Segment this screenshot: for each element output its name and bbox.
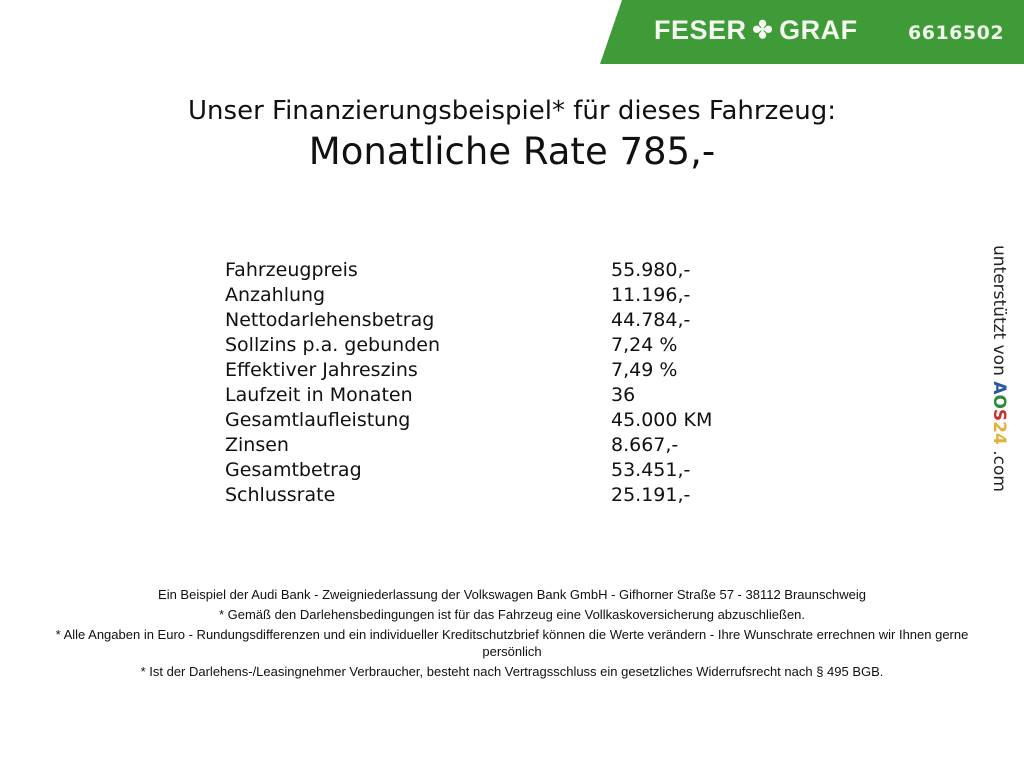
table-row: Laufzeit in Monaten 36: [225, 383, 712, 408]
brand-right: GRAF: [779, 15, 858, 45]
table-row: Nettodarlehensbetrag 44.784,-: [225, 308, 712, 333]
supported-by-label: unterstützt von: [989, 245, 1009, 376]
footer-disclaimer: Ein Beispiel der Audi Bank - Zweignieder…: [40, 586, 984, 683]
row-label: Laufzeit in Monaten: [225, 384, 413, 406]
financing-table: Fahrzeugpreis 55.980,- Anzahlung 11.196,- Ne…: [225, 258, 712, 508]
table-row: Sollzins p.a. gebunden 7,24 %: [225, 333, 712, 358]
feser-graf-logo: FESER ✤ GRAF: [654, 15, 858, 46]
footer-line: * Alle Angaben in Euro - Rundungsdiffere…: [55, 627, 969, 659]
row-value: 55.980,-: [611, 259, 691, 281]
row-value: 8.667,-: [611, 434, 679, 456]
table-row: Fahrzeugpreis 55.980,-: [225, 258, 712, 283]
vehicle-code: 6616502: [908, 22, 1005, 44]
row-label: Gesamtbetrag: [225, 459, 362, 481]
row-value: 36: [611, 384, 636, 406]
footer-line: * Gemäß den Darlehensbedingungen ist für…: [218, 607, 806, 622]
domain-suffix: .com: [989, 450, 1009, 492]
row-value: 45.000 KM: [611, 409, 713, 431]
row-label: Schlussrate: [225, 484, 336, 506]
row-value: 53.451,-: [611, 459, 691, 481]
table-row: Schlussrate 25.191,-: [225, 483, 712, 508]
row-label: Sollzins p.a. gebunden: [225, 334, 440, 356]
row-value: 11.196,-: [611, 284, 691, 306]
row-value: 25.191,-: [611, 484, 691, 506]
row-value: 7,24 %: [611, 334, 678, 356]
row-value: 7,49 %: [611, 359, 678, 381]
table-row: Anzahlung 11.196,-: [225, 283, 712, 308]
row-label: Fahrzeugpreis: [225, 259, 358, 281]
intro-heading: Unser Finanzierungsbeispiel* für dieses …: [188, 96, 836, 126]
table-row: Zinsen 8.667,-: [225, 433, 712, 458]
table-row: Gesamtbetrag 53.451,-: [225, 458, 712, 483]
footer-line: Ein Beispiel der Audi Bank - Zweignieder…: [158, 587, 866, 602]
table-row: Effektiver Jahreszins 7,49 %: [225, 358, 712, 383]
brand-left: FESER: [654, 15, 747, 45]
monthly-rate-heading: Monatliche Rate 785,-: [308, 130, 716, 173]
supported-by-text: unterstützt von AOS24 .com: [989, 245, 1009, 492]
clover-icon: ✤: [752, 17, 774, 44]
table-row: Gesamtlaufleistung 45.000 KM: [225, 408, 712, 433]
row-label: Nettodarlehensbetrag: [225, 309, 435, 331]
aos24-logo: AOS24: [989, 381, 1009, 445]
row-label: Zinsen: [225, 434, 289, 456]
row-label: Gesamtlaufleistung: [225, 409, 411, 431]
brand-banner: FESER ✤ GRAF 6616502: [600, 0, 1024, 64]
row-label: Effektiver Jahreszins: [225, 359, 418, 381]
footer-line: * Ist der Darlehens-/Leasingnehmer Verbr…: [140, 664, 884, 679]
row-label: Anzahlung: [225, 284, 326, 306]
row-value: 44.784,-: [611, 309, 691, 331]
